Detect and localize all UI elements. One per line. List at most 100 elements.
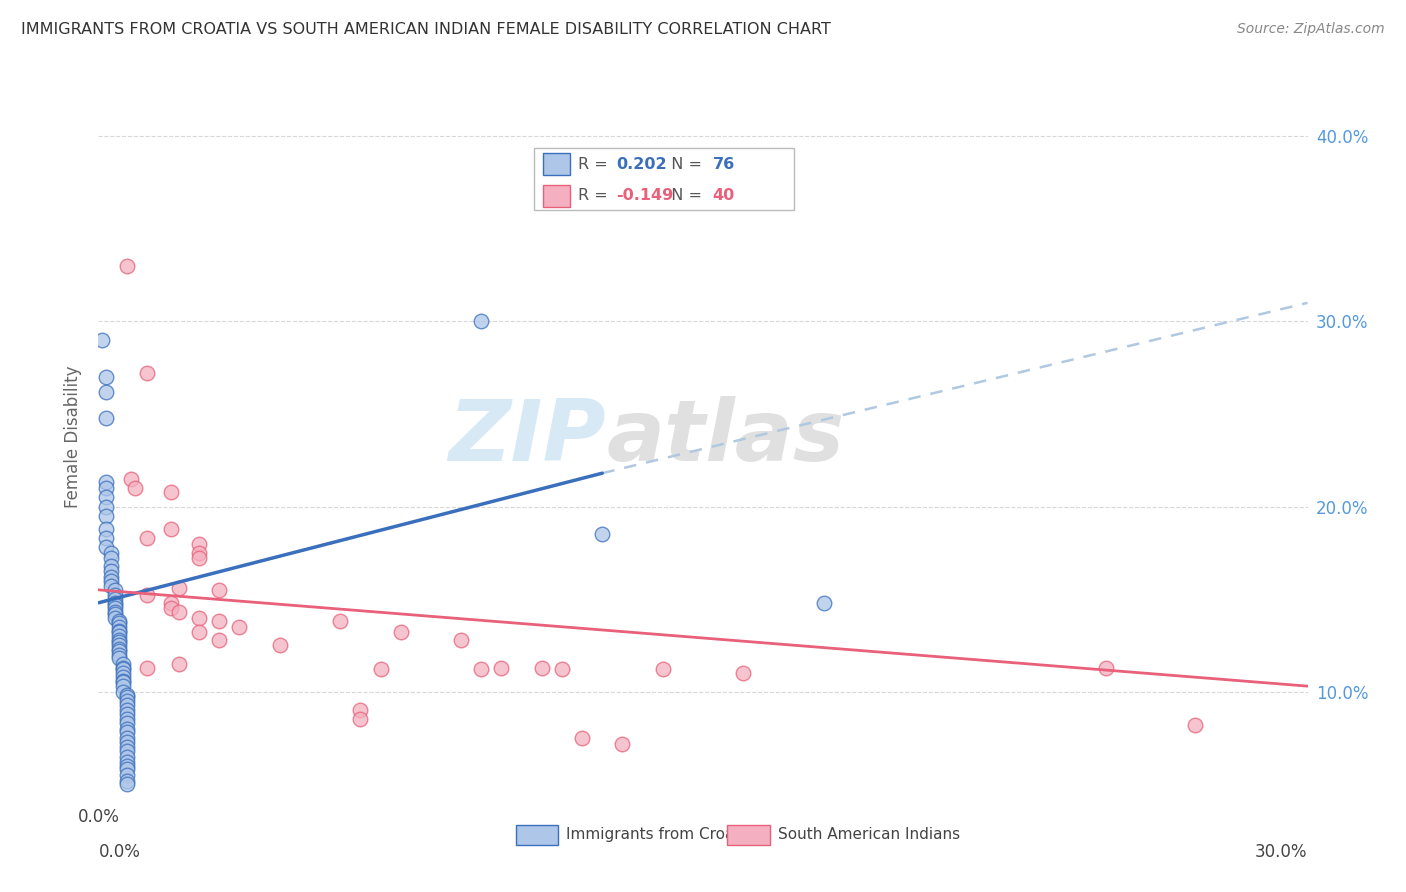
Point — [115, 690, 138, 705]
Point — [571, 731, 593, 745]
Text: South American Indians: South American Indians — [778, 828, 960, 842]
Point — [135, 588, 157, 602]
Point — [103, 588, 125, 602]
Point — [115, 713, 138, 727]
Point — [103, 582, 125, 597]
Point — [96, 384, 118, 399]
Point — [100, 546, 122, 560]
Point — [188, 551, 211, 566]
Text: R =: R = — [578, 157, 613, 172]
Point — [160, 601, 183, 615]
Point — [115, 703, 138, 717]
Point — [188, 546, 211, 560]
Point — [349, 703, 371, 717]
Point — [115, 734, 138, 748]
Point — [107, 616, 129, 631]
Point — [491, 660, 513, 674]
FancyBboxPatch shape — [534, 148, 793, 211]
Point — [96, 370, 118, 384]
Point — [111, 657, 134, 671]
Y-axis label: Female Disability: Female Disability — [63, 366, 82, 508]
Point — [167, 605, 190, 619]
Point — [111, 666, 134, 681]
Point — [115, 749, 138, 764]
Point — [107, 624, 129, 638]
Text: 0.202: 0.202 — [616, 157, 666, 172]
Point — [96, 410, 118, 425]
Text: 0.0%: 0.0% — [98, 843, 141, 861]
Point — [100, 565, 122, 579]
Point — [135, 366, 157, 380]
Point — [167, 581, 190, 595]
Point — [1095, 660, 1118, 674]
Point — [100, 579, 122, 593]
Point — [115, 758, 138, 772]
Point — [100, 551, 122, 566]
Point — [612, 737, 634, 751]
Point — [115, 777, 138, 791]
Point — [208, 632, 231, 647]
Point — [813, 596, 835, 610]
Point — [450, 632, 472, 647]
Point — [160, 484, 183, 499]
Point — [103, 605, 125, 619]
Point — [115, 689, 138, 703]
Point — [470, 314, 492, 328]
Point — [115, 740, 138, 755]
Point — [115, 694, 138, 708]
Point — [103, 592, 125, 607]
Point — [115, 259, 138, 273]
Point — [135, 660, 157, 674]
Text: Source: ZipAtlas.com: Source: ZipAtlas.com — [1237, 22, 1385, 37]
Point — [389, 625, 412, 640]
Point — [115, 744, 138, 758]
Point — [107, 634, 129, 648]
Point — [107, 639, 129, 653]
Text: 76: 76 — [713, 157, 735, 172]
Point — [111, 679, 134, 693]
Point — [103, 601, 125, 615]
Point — [107, 651, 129, 665]
Point — [115, 698, 138, 712]
Point — [103, 598, 125, 612]
Point — [107, 644, 129, 658]
Point — [103, 607, 125, 621]
Text: ZIP: ZIP — [449, 395, 606, 479]
Text: Immigrants from Croatia: Immigrants from Croatia — [567, 828, 755, 842]
Point — [115, 731, 138, 745]
Point — [269, 639, 291, 653]
Point — [115, 722, 138, 736]
Point — [124, 481, 146, 495]
Point — [103, 596, 125, 610]
Point — [96, 541, 118, 555]
Point — [120, 472, 142, 486]
Point — [188, 536, 211, 550]
Point — [370, 663, 392, 677]
Point — [107, 648, 129, 662]
Point — [96, 475, 118, 490]
Point — [111, 663, 134, 677]
Point — [733, 666, 755, 681]
Point — [470, 663, 492, 677]
Point — [115, 755, 138, 769]
Text: IMMIGRANTS FROM CROATIA VS SOUTH AMERICAN INDIAN FEMALE DISABILITY CORRELATION C: IMMIGRANTS FROM CROATIA VS SOUTH AMERICA… — [21, 22, 831, 37]
Text: 30.0%: 30.0% — [1256, 843, 1308, 861]
Point — [228, 620, 250, 634]
Point — [103, 610, 125, 624]
Point — [115, 773, 138, 788]
Point — [115, 768, 138, 782]
FancyBboxPatch shape — [727, 825, 769, 846]
Point — [188, 625, 211, 640]
Point — [188, 610, 211, 624]
Point — [96, 531, 118, 545]
Point — [91, 333, 114, 347]
Point — [160, 522, 183, 536]
Point — [551, 663, 574, 677]
Text: R =: R = — [578, 188, 613, 203]
Point — [167, 657, 190, 671]
Point — [160, 596, 183, 610]
Point — [107, 620, 129, 634]
Point — [111, 684, 134, 698]
Point — [107, 625, 129, 640]
Point — [208, 615, 231, 629]
